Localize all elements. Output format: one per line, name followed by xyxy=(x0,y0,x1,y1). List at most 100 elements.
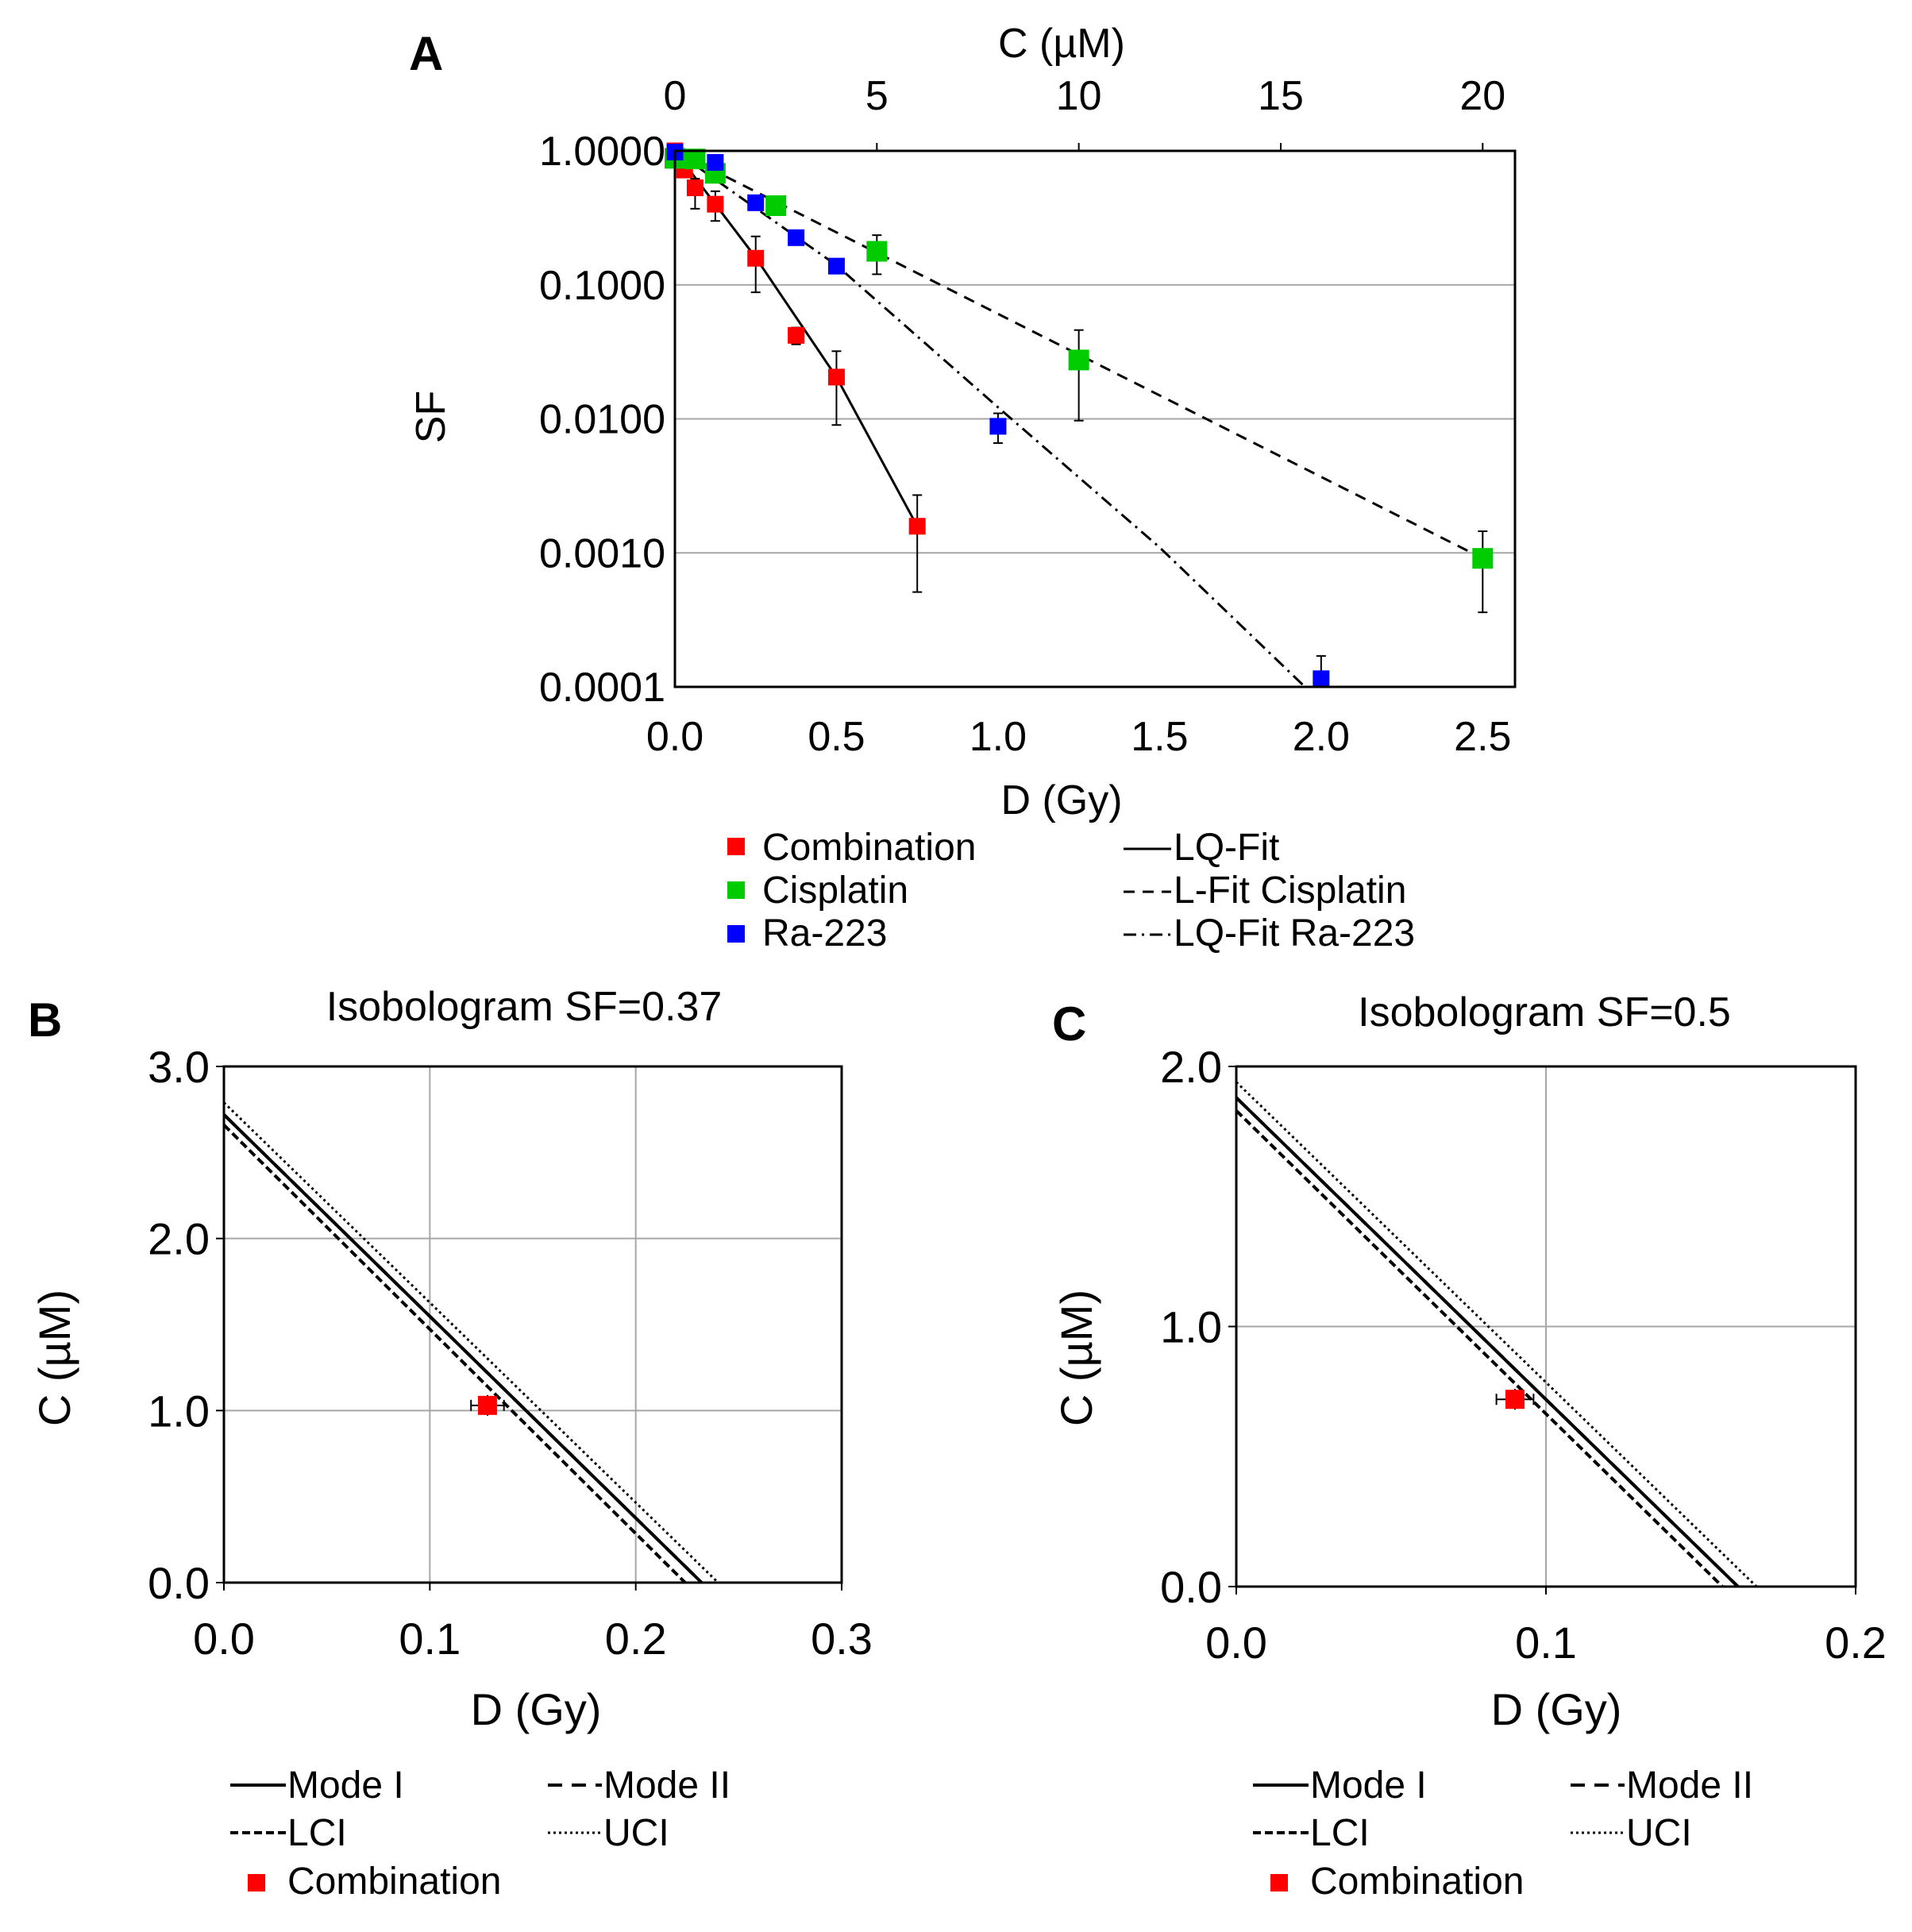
panel-b-ytick: 1.0 xyxy=(148,1386,210,1436)
legend-b-combination-label: Combination xyxy=(287,1861,501,1903)
panel-a-point-combination xyxy=(686,179,704,197)
panel-b-points xyxy=(470,1394,505,1416)
panel-c-point-combination xyxy=(1505,1390,1525,1409)
panel-a-xtick: 1.0 xyxy=(969,714,1027,760)
panel-a-frame xyxy=(673,149,1517,688)
legend-cisplatin-marker xyxy=(727,881,745,899)
panel-a-x2tick: 5 xyxy=(865,73,889,119)
panel-c-xtick: 0.0 xyxy=(1205,1618,1267,1668)
panel-a-point-ra-223 xyxy=(707,154,724,172)
panel-c-points xyxy=(1495,1389,1535,1410)
panel-c-frame xyxy=(1235,1065,1857,1588)
legend-lq-fit-label: LQ-Fit xyxy=(1174,827,1279,869)
legend-ra223-marker xyxy=(727,925,745,943)
legend-combination-label: Combination xyxy=(762,827,976,869)
panel-c-y-label: C (µM) xyxy=(1051,1290,1101,1426)
panel-a-point-combination xyxy=(707,195,724,213)
panel-c-line-mode-ii xyxy=(1235,1096,1740,1588)
panel-b-x-label: D (Gy) xyxy=(471,1684,602,1734)
panel-b-ytick: 2.0 xyxy=(148,1214,210,1264)
panel-a-point-ra-223 xyxy=(827,257,845,275)
panel-c-line-lci xyxy=(1235,1109,1724,1588)
panel-a-fit-l-fit-cisplatin xyxy=(674,149,1483,560)
panel-a-point-cisplatin xyxy=(1068,349,1089,371)
legend-c-mode1-label: Mode I xyxy=(1310,1764,1427,1807)
panel-c-legend: Mode I Mode II LCI UCI Combination xyxy=(1253,1764,1753,1903)
panel-a-ytick: 0.0001 xyxy=(539,665,665,711)
panel-b-line-uci xyxy=(222,1101,719,1584)
legend-c-uci-label: UCI xyxy=(1626,1812,1692,1854)
panel-a-point-cisplatin xyxy=(684,148,706,170)
legend-cisplatin-label: Cisplatin xyxy=(762,870,908,912)
panel-b-y-label: C (µM) xyxy=(29,1290,79,1426)
panel-a-x2tick: 20 xyxy=(1459,73,1505,119)
panel-a-point-combination xyxy=(908,518,926,535)
legend-c-combination-label: Combination xyxy=(1310,1861,1524,1903)
panel-a-points xyxy=(665,142,1494,688)
panel-c-line-uci xyxy=(1235,1081,1758,1588)
panel-a-x2tick: 0 xyxy=(664,73,687,119)
legend-b-mode2-label: Mode II xyxy=(603,1764,730,1807)
panel-a-point-ra-223 xyxy=(788,229,805,246)
panel-a-ytick: 0.0100 xyxy=(539,397,665,443)
panel-b-ytick: 0.0 xyxy=(148,1558,210,1608)
panel-a-point-ra-223 xyxy=(1313,670,1330,688)
legend-c-mode2-label: Mode II xyxy=(1626,1764,1753,1807)
panel-b-lines xyxy=(222,1101,719,1584)
panel-b-xtick: 0.3 xyxy=(811,1614,873,1664)
panel-b-ytick: 3.0 xyxy=(148,1042,210,1092)
panel-a-x2tick: 10 xyxy=(1056,73,1102,119)
panel-c-title: Isobologram SF=0.5 xyxy=(1358,989,1731,1035)
panel-a-x2tick: 15 xyxy=(1258,73,1304,119)
panel-a-xtick: 1.5 xyxy=(1131,714,1188,760)
legend-l-fit-cisplatin-label: L-Fit Cisplatin xyxy=(1174,870,1406,912)
legend-b-mode1-label: Mode I xyxy=(287,1764,404,1807)
panel-a-ytick: 0.1000 xyxy=(539,263,665,309)
panel-a-xtick: 0.5 xyxy=(808,714,865,760)
panel-b-xtick: 0.1 xyxy=(399,1614,461,1664)
panel-a-point-cisplatin xyxy=(866,241,888,262)
panel-a-x-label: D (Gy) xyxy=(1000,777,1122,823)
panel-a-letter: A xyxy=(409,27,443,80)
legend-b-uci-label: UCI xyxy=(603,1812,669,1854)
panel-a-point-combination xyxy=(827,368,845,386)
panel-a-xtick: 2.0 xyxy=(1293,714,1350,760)
panel-c-letter: C xyxy=(1052,997,1086,1051)
legend-b-combination-marker xyxy=(248,1874,265,1892)
panel-a-point-cisplatin xyxy=(1472,548,1494,569)
panel-b-legend: Mode I Mode II LCI UCI Combination xyxy=(230,1764,730,1903)
panel-c: C Isobologram SF=0.5 D (Gy) C (µM) 0.0 1.… xyxy=(1051,989,1887,1903)
legend-ra223-label: Ra-223 xyxy=(762,912,887,954)
legend-c-lci-label: LCI xyxy=(1310,1812,1370,1854)
panel-a-point-cisplatin xyxy=(765,195,787,217)
panel-a-xtick: 2.5 xyxy=(1454,714,1511,760)
panel-c-ytick: 1.0 xyxy=(1160,1302,1222,1352)
legend-lq-fit-ra223-label: LQ-Fit Ra-223 xyxy=(1174,912,1415,954)
panel-a-point-ra-223 xyxy=(989,418,1007,435)
panel-a-fit-lq-fit-ra-223 xyxy=(674,149,1306,688)
panel-a-point-combination xyxy=(788,326,805,344)
panel-a-point-combination xyxy=(747,249,765,267)
panel-a-xtick: 0.0 xyxy=(646,714,704,760)
panel-b-ticks: 0.0 1.0 2.0 3.0 0.0 0.1 0.2 0.3 xyxy=(148,1042,873,1664)
panel-b-title: Isobologram SF=0.37 xyxy=(326,984,723,1030)
legend-c-combination-marker xyxy=(1270,1874,1288,1892)
panel-a-point-ra-223 xyxy=(747,194,765,211)
panel-c-ytick: 2.0 xyxy=(1160,1042,1222,1092)
panel-a: A C (µM) D (Gy) SF 1.00000.10000.01000.0… xyxy=(408,21,1517,954)
panel-b-letter: B xyxy=(28,993,62,1047)
panel-b-line-mode-ii xyxy=(222,1113,704,1584)
panel-b-frame xyxy=(222,1065,843,1584)
legend-combination-marker xyxy=(727,838,745,855)
panel-b-point-combination xyxy=(477,1395,497,1415)
panel-c-ytick: 0.0 xyxy=(1160,1562,1222,1612)
legend-b-lci-label: LCI xyxy=(287,1812,347,1854)
panel-b-line-lci xyxy=(222,1124,687,1584)
panel-c-xtick: 0.2 xyxy=(1825,1618,1887,1668)
panel-c-ticks: 0.0 1.0 2.0 0.0 0.1 0.2 xyxy=(1160,1042,1887,1668)
panel-b-xtick: 0.0 xyxy=(193,1614,255,1664)
panel-b-xtick: 0.2 xyxy=(605,1614,667,1664)
panel-a-ytick: 0.0010 xyxy=(539,530,665,577)
